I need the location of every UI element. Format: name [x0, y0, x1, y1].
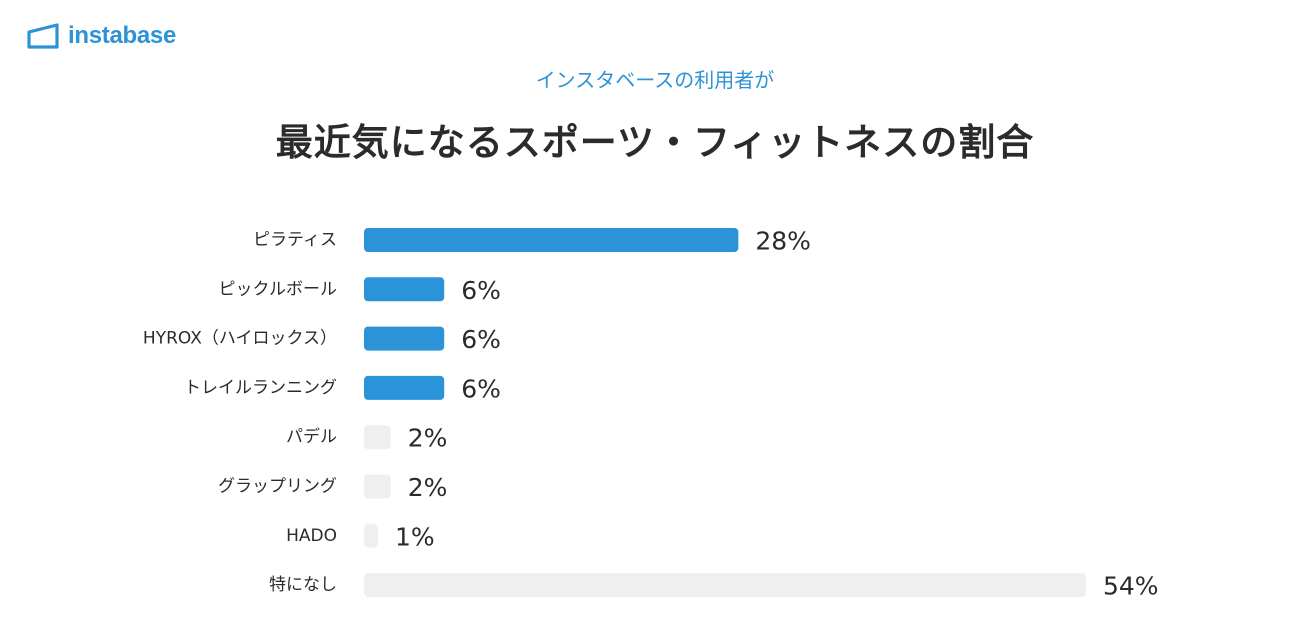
- value-label: 6%: [461, 276, 501, 305]
- category-label: パデル: [286, 426, 337, 447]
- value-label: 2%: [408, 424, 448, 453]
- category-label: グラップリング: [218, 477, 337, 497]
- value-label: 28%: [755, 227, 811, 256]
- category-label: HADO: [286, 526, 337, 546]
- brand-name: instabase: [68, 22, 177, 49]
- bar: [364, 523, 378, 548]
- bar: [364, 375, 445, 400]
- bar: [364, 326, 445, 351]
- category-label: ピラティス: [253, 230, 337, 250]
- bar: [364, 425, 391, 450]
- bar-chart: ピラティス 28% ピックルボール 6% HYROX（ハイロックス） 6% トレイルランニン…: [143, 227, 1159, 601]
- value-label: 6%: [461, 374, 501, 403]
- value-label: 1%: [395, 522, 435, 551]
- category-label: HYROX（ハイロックス）: [143, 329, 337, 349]
- category-label: ピックルボール: [219, 279, 338, 299]
- value-label: 6%: [461, 325, 501, 354]
- bar: [364, 277, 445, 302]
- chart-title: 最近気になるスポーツ・フィットネスの割合: [275, 121, 1035, 164]
- category-label: 特になし: [269, 575, 337, 595]
- category-label: トレイルランニング: [184, 378, 337, 398]
- bar: [364, 573, 1086, 598]
- house-outline-icon: [27, 23, 59, 49]
- value-label: 54%: [1103, 572, 1159, 601]
- bar: [364, 228, 739, 252]
- value-label: 2%: [408, 473, 448, 502]
- brand-logo: instabase: [26, 22, 176, 50]
- bar: [364, 474, 391, 499]
- chart-subtitle: インスタベースの利用者が: [535, 68, 775, 92]
